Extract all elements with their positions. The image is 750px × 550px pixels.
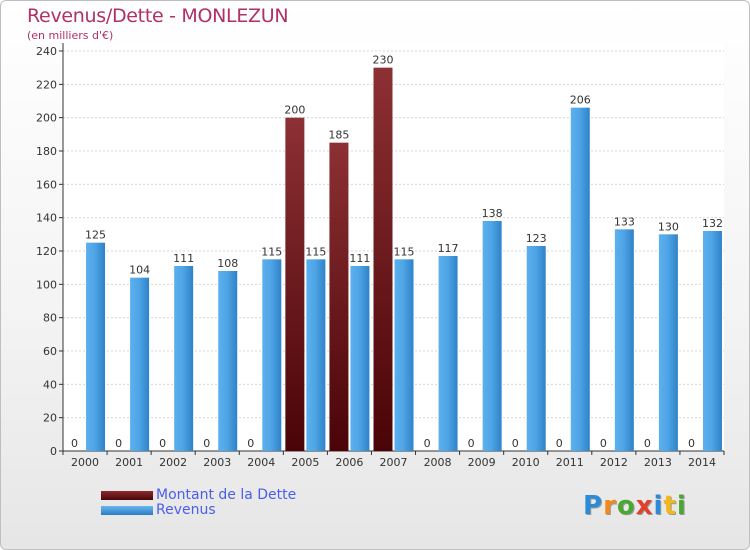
data-label-debt: 0 bbox=[512, 437, 519, 450]
data-label-debt: 0 bbox=[247, 437, 254, 450]
data-label-debt: 185 bbox=[328, 129, 349, 142]
y-tick-label: 80 bbox=[43, 312, 57, 325]
bar-revenus bbox=[482, 221, 502, 451]
data-label-revenus: 125 bbox=[85, 229, 106, 242]
data-label-debt: 0 bbox=[71, 437, 78, 450]
legend-label-revenus: Revenus bbox=[156, 502, 216, 518]
data-label-debt: 200 bbox=[284, 104, 305, 117]
x-tick-label: 2000 bbox=[71, 456, 99, 469]
logo-letter: i bbox=[653, 491, 664, 521]
x-tick-label: 2009 bbox=[468, 456, 496, 469]
y-tick-label: 120 bbox=[36, 245, 57, 258]
legend-swatch-revenus bbox=[101, 505, 153, 515]
logo-letter: x bbox=[635, 491, 654, 521]
y-tick-label: 20 bbox=[43, 412, 57, 425]
bar-revenus bbox=[394, 259, 414, 451]
data-label-revenus: 115 bbox=[261, 245, 282, 258]
bar-revenus bbox=[570, 107, 590, 452]
data-label-debt: 0 bbox=[115, 437, 122, 450]
y-tick-label: 200 bbox=[36, 112, 57, 125]
data-label-revenus: 132 bbox=[702, 217, 723, 230]
chart-title: Revenus/Dette - MONLEZUN bbox=[27, 5, 289, 27]
data-label-debt: 0 bbox=[159, 437, 166, 450]
bar-revenus bbox=[350, 266, 370, 451]
data-label-debt: 0 bbox=[424, 437, 431, 450]
x-tick-label: 2014 bbox=[688, 456, 716, 469]
y-tick-label: 60 bbox=[43, 345, 57, 358]
logo-letter: i bbox=[676, 491, 687, 521]
x-tick-label: 2002 bbox=[159, 456, 187, 469]
x-tick-label: 2013 bbox=[644, 456, 672, 469]
x-tick-label: 2003 bbox=[203, 456, 231, 469]
x-tick-label: 2007 bbox=[380, 456, 408, 469]
bar-revenus bbox=[86, 242, 106, 451]
bar-revenus bbox=[614, 229, 634, 451]
bar-revenus bbox=[702, 231, 722, 451]
x-tick-label: 2008 bbox=[424, 456, 452, 469]
bar-revenus bbox=[218, 271, 238, 451]
data-label-revenus: 123 bbox=[526, 232, 547, 245]
data-label-revenus: 115 bbox=[305, 245, 326, 258]
data-label-debt: 0 bbox=[468, 437, 475, 450]
legend-label-debt: Montant de la Dette bbox=[156, 487, 297, 503]
y-tick-label: 100 bbox=[36, 278, 57, 291]
proxiti-logo: Proxiti bbox=[583, 491, 687, 521]
logo-letter: o bbox=[616, 491, 636, 521]
legend-item-debt: Montant de la Dette bbox=[101, 487, 296, 503]
data-label-revenus: 206 bbox=[570, 94, 591, 107]
data-label-revenus: 115 bbox=[394, 245, 415, 258]
bar-revenus bbox=[438, 256, 458, 451]
y-tick-label: 220 bbox=[36, 78, 57, 91]
data-label-revenus: 133 bbox=[614, 215, 635, 228]
data-label-revenus: 130 bbox=[658, 220, 679, 233]
legend-item-revenus: Revenus bbox=[101, 502, 216, 518]
plot-area bbox=[63, 43, 724, 451]
y-tick-label: 140 bbox=[36, 212, 57, 225]
data-label-revenus: 104 bbox=[129, 264, 150, 277]
data-label-revenus: 111 bbox=[173, 252, 194, 265]
bar-debt bbox=[373, 67, 393, 452]
x-tick-label: 2010 bbox=[512, 456, 540, 469]
y-tick-label: 160 bbox=[36, 178, 57, 191]
x-tick-label: 2001 bbox=[115, 456, 143, 469]
data-label-debt: 0 bbox=[688, 437, 695, 450]
y-tick-label: 40 bbox=[43, 378, 57, 391]
x-tick-label: 2011 bbox=[556, 456, 584, 469]
y-tick-label: 240 bbox=[36, 45, 57, 58]
bar-revenus bbox=[658, 234, 678, 451]
data-label-debt: 230 bbox=[373, 54, 394, 67]
x-tick-label: 2005 bbox=[291, 456, 319, 469]
bar-revenus bbox=[262, 259, 282, 451]
bar-revenus bbox=[306, 259, 326, 451]
bar-debt bbox=[285, 117, 305, 452]
x-tick-label: 2006 bbox=[335, 456, 363, 469]
data-label-debt: 0 bbox=[556, 437, 563, 450]
y-tick-label: 0 bbox=[50, 445, 57, 458]
legend-swatch-debt bbox=[101, 490, 153, 500]
bar-debt bbox=[329, 142, 349, 451]
data-label-debt: 0 bbox=[600, 437, 607, 450]
logo-letter: t bbox=[663, 491, 677, 521]
logo-letter: r bbox=[603, 491, 617, 521]
data-label-debt: 0 bbox=[203, 437, 210, 450]
x-tick-label: 2012 bbox=[600, 456, 628, 469]
bar-revenus bbox=[130, 277, 150, 451]
x-tick-label: 2004 bbox=[247, 456, 275, 469]
chart-subtitle: (en milliers d'€) bbox=[27, 29, 114, 42]
data-label-revenus: 111 bbox=[349, 252, 370, 265]
bar-revenus bbox=[174, 266, 194, 451]
data-label-revenus: 108 bbox=[217, 257, 238, 270]
bar-revenus bbox=[526, 246, 546, 451]
data-label-revenus: 138 bbox=[482, 207, 503, 220]
data-label-revenus: 117 bbox=[438, 242, 459, 255]
logo-letter: P bbox=[583, 491, 604, 521]
y-tick-label: 180 bbox=[36, 145, 57, 158]
data-label-debt: 0 bbox=[644, 437, 651, 450]
